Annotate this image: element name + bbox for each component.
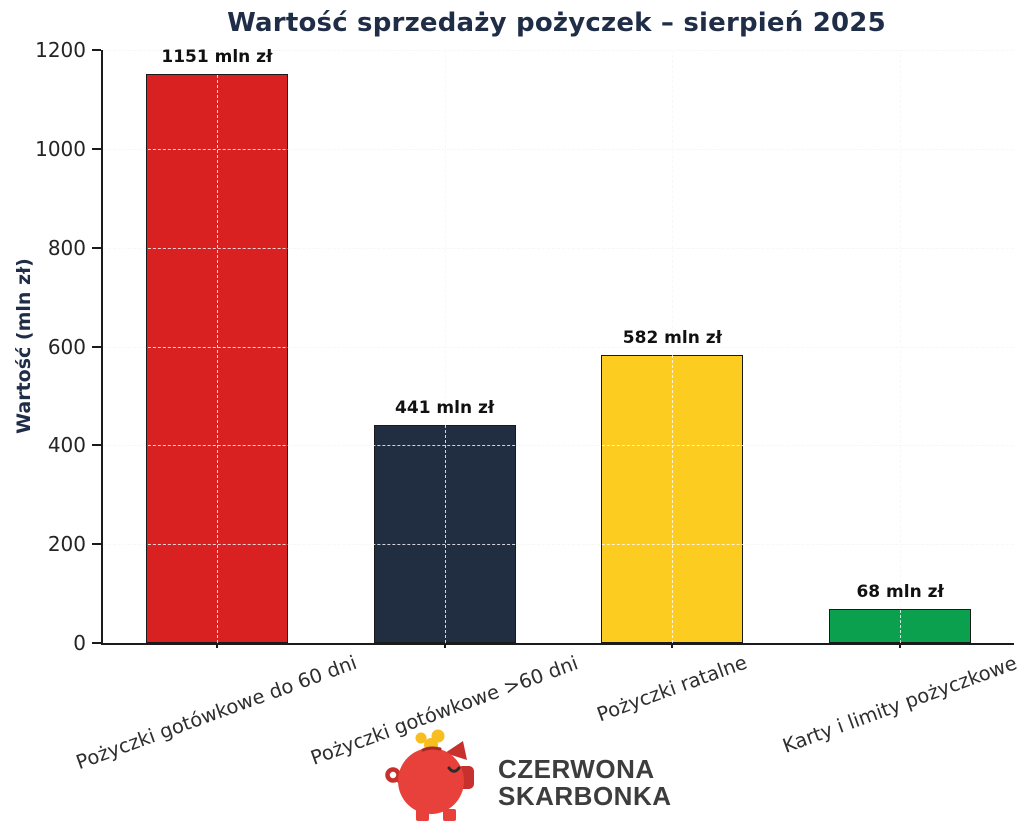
- x-tick-mark: [671, 643, 674, 648]
- logo-line-2: SKARBONKA: [498, 781, 672, 811]
- bar-value-label: 68 mln zł: [856, 582, 944, 603]
- coin-slot: [421, 746, 442, 752]
- gridline-horizontal-overlay: [103, 148, 1014, 150]
- pig-ear: [445, 741, 467, 760]
- gridline-horizontal-overlay: [103, 445, 1014, 447]
- plot-area: 1151 mln zł Pożyczki gotówkowe do 60 dni 4…: [73, 47, 1020, 774]
- x-tick-mark: [899, 643, 902, 648]
- gridline-horizontal-overlay: [103, 544, 1014, 546]
- pig-eye: [447, 766, 461, 773]
- piggy-bank-logo: [383, 729, 483, 825]
- gridline-horizontal-overlay: [103, 346, 1014, 348]
- y-tick-mark: [92, 444, 101, 447]
- y-tick-mark: [92, 49, 101, 51]
- chart-title: Wartość sprzedaży pożyczek – sierpień 20…: [227, 8, 886, 38]
- logo-line-1: CZERWONA: [498, 754, 655, 784]
- y-tick-mark: [92, 246, 101, 249]
- coin-icon: [415, 732, 427, 744]
- bar-value-label: 1151 mln zł: [161, 47, 273, 68]
- gridline-horizontal-overlay: [103, 247, 1014, 249]
- y-tick-label: 400: [47, 433, 86, 458]
- bar-value-label: 582 mln zł: [622, 328, 722, 349]
- y-tick-label: 1000: [35, 136, 86, 161]
- y-tick-label: 200: [47, 532, 86, 557]
- y-tick-mark: [92, 345, 101, 348]
- y-tick-label: 800: [47, 235, 86, 260]
- pig-tail-curl: [385, 767, 401, 783]
- category-label: Karty i limity pożyczkowe: [779, 651, 1021, 758]
- bar-value-label: 441 mln zł: [395, 398, 495, 419]
- y-tick-label: 1200: [35, 38, 86, 62]
- pig-body: [398, 748, 464, 814]
- pig-leg: [443, 809, 456, 821]
- piggy-bank-icon: [385, 729, 474, 821]
- y-tick-mark: [92, 147, 101, 150]
- gridline-vertical-overlay: [444, 50, 446, 643]
- category-label: Pożyczki ratalne: [594, 650, 751, 727]
- y-tick-mark: [92, 642, 101, 644]
- gridline-horizontal-overlay: [103, 50, 1014, 51]
- logo-text: CZERWONA SKARBONKA: [498, 756, 672, 810]
- x-tick-mark: [443, 643, 446, 648]
- gridline-vertical-overlay: [900, 50, 902, 643]
- gridline-vertical-overlay: [216, 50, 218, 643]
- y-tick-label: 600: [47, 334, 86, 359]
- gridline-vertical-overlay: [672, 50, 674, 643]
- y-tick-mark: [92, 543, 101, 546]
- x-tick-mark: [215, 643, 218, 648]
- y-tick-label: 0: [73, 631, 86, 655]
